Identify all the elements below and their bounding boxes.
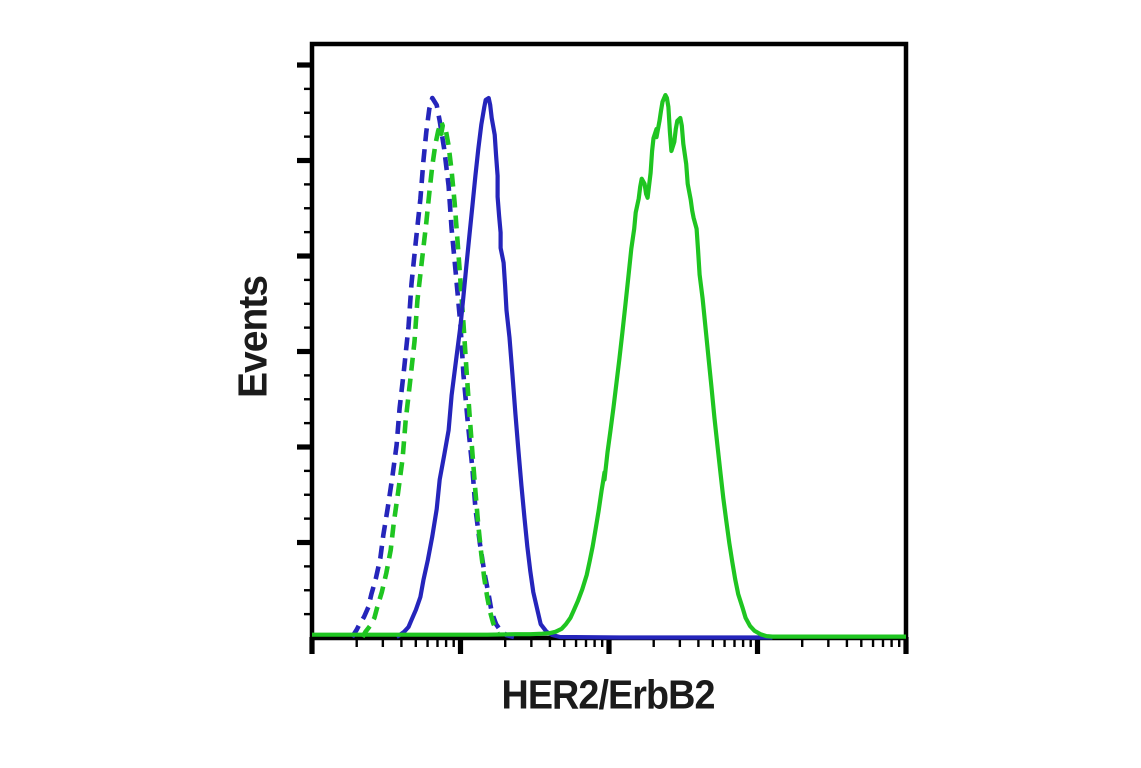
- curve-green-dashed: [360, 119, 500, 639]
- x-axis-label: HER2/ErbB2: [501, 671, 716, 718]
- curve-blue-solid: [395, 95, 773, 640]
- curve-green-solid: [312, 92, 906, 639]
- plot-frame: [309, 41, 909, 641]
- curve-blue-dashed: [350, 95, 515, 640]
- y-axis-label: Events: [229, 275, 276, 399]
